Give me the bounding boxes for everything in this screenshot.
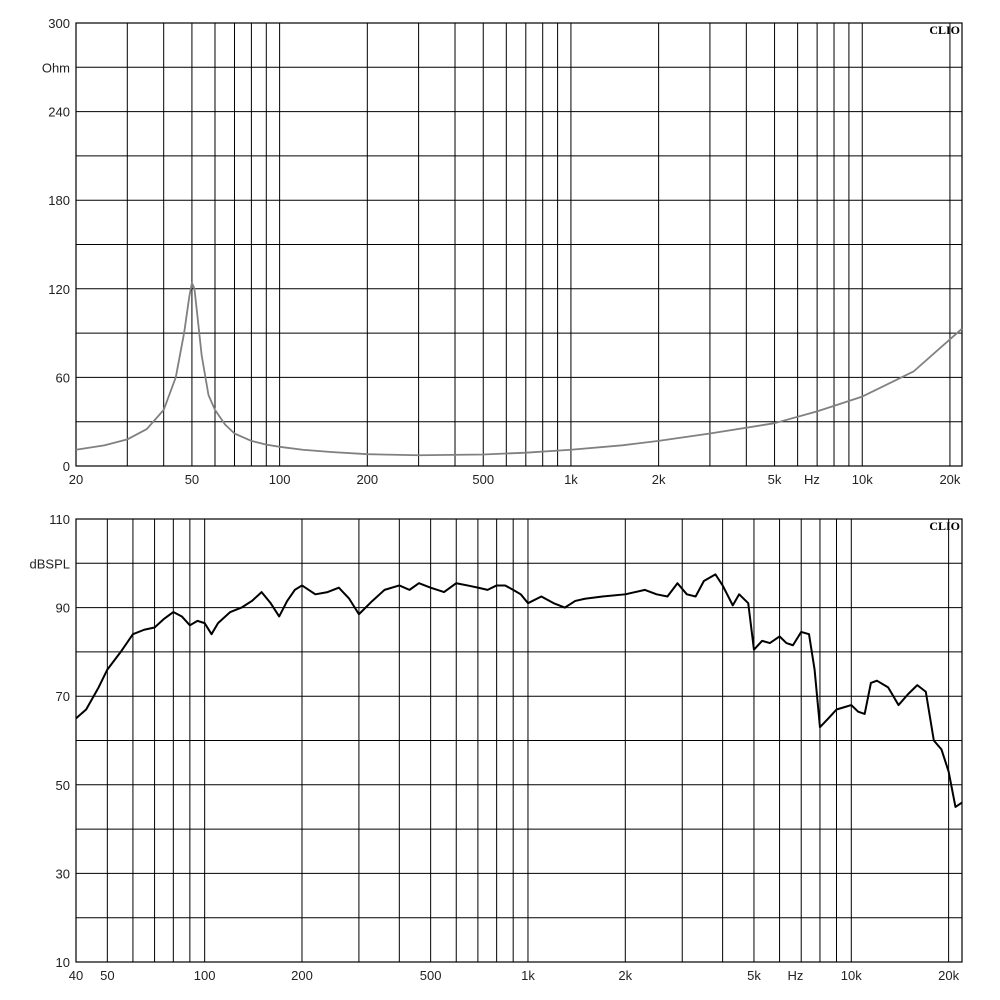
- impedance-chart: 0 60 120 180 240 300 Ohm 20 50 100 200 500 1k 2k 5k 10k…: [42, 16, 963, 487]
- x-tick-label: 5k: [768, 472, 782, 487]
- x-tick-label: 1k: [521, 968, 535, 983]
- x-tick-label: 40: [69, 968, 83, 983]
- y-tick-label: 0: [63, 459, 70, 474]
- x-tick-label: 20: [69, 472, 83, 487]
- x-tick-label: 200: [291, 968, 313, 983]
- y-tick-label: 180: [48, 193, 70, 208]
- x-tick-label: 5k: [747, 968, 761, 983]
- x-tick-label: 200: [356, 472, 378, 487]
- x-tick-label: 100: [194, 968, 216, 983]
- x-unit-label: Hz: [804, 472, 820, 487]
- x-tick-label: 20k: [938, 968, 959, 983]
- x-unit-label: Hz: [787, 968, 803, 983]
- plot-frame: [75, 518, 963, 963]
- brand-label: CLIO: [929, 23, 960, 37]
- y-unit-label: Ohm: [42, 60, 70, 75]
- series-line: [75, 573, 963, 808]
- y-tick-label: 60: [56, 370, 70, 385]
- x-tick-label: 500: [420, 968, 442, 983]
- x-tick-label: 20k: [939, 472, 960, 487]
- y-tick-label: 110: [49, 512, 70, 527]
- spl-chart: 10 30 50 70 90 110 dBSPL 40 50 100 200 500 1k 2k 5k 10k…: [30, 512, 963, 983]
- series-line: [75, 281, 963, 457]
- y-tick-label: 10: [56, 955, 70, 970]
- y-tick-label: 240: [48, 105, 70, 120]
- y-tick-label: 70: [56, 689, 70, 704]
- x-tick-label: 50: [185, 472, 199, 487]
- x-tick-label: 100: [269, 472, 291, 487]
- y-tick-label: 30: [56, 866, 70, 881]
- y-tick-label: 300: [48, 16, 70, 31]
- plot-frame: [75, 22, 963, 467]
- x-tick-label: 10k: [841, 968, 862, 983]
- x-tick-label: 2k: [618, 968, 632, 983]
- y-tick-label: 50: [56, 778, 70, 793]
- brand-label: CLIO: [929, 519, 960, 533]
- x-tick-label: 2k: [652, 472, 666, 487]
- x-tick-label: 50: [100, 968, 114, 983]
- y-tick-label: 90: [56, 601, 70, 616]
- x-tick-label: 500: [472, 472, 494, 487]
- y-unit-label: dBSPL: [30, 556, 70, 571]
- y-tick-label: 120: [48, 282, 70, 297]
- x-tick-label: 10k: [852, 472, 873, 487]
- x-tick-label: 1k: [564, 472, 578, 487]
